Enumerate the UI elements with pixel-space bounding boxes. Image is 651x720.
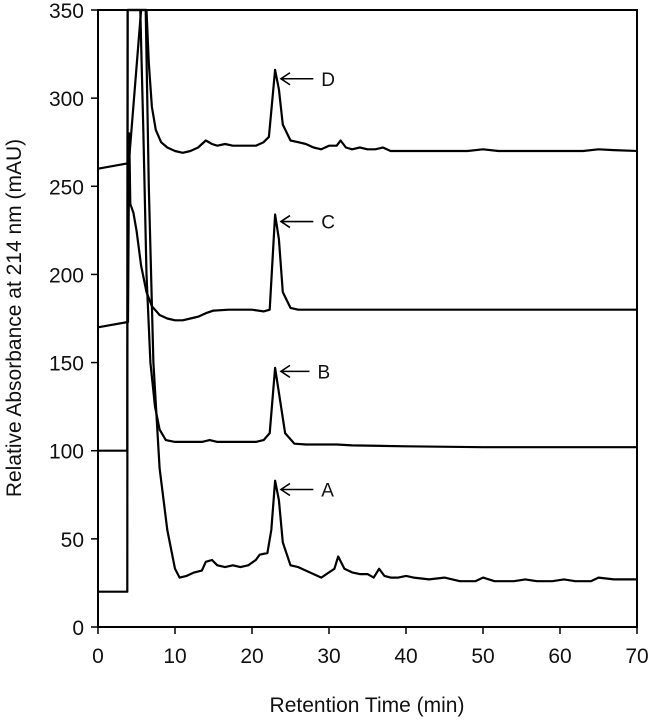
y-tick-label: 200 xyxy=(49,264,84,287)
y-axis-ticks: 0 50 100 150 200 250 300 350 xyxy=(49,0,98,640)
x-tick-label: 20 xyxy=(240,645,263,668)
y-tick-label: 150 xyxy=(49,353,84,376)
x-tick-label: 30 xyxy=(317,645,340,668)
peak-label-a: A xyxy=(321,480,334,501)
arrow-head-icon xyxy=(279,72,291,86)
chromatogram-traces xyxy=(97,8,638,593)
plot-border xyxy=(97,9,638,628)
x-tick-label: 60 xyxy=(548,645,571,668)
peak-annotations: A B C D xyxy=(279,70,335,501)
x-tick-label: 10 xyxy=(163,645,186,668)
y-axis-title: Relative Absorbance at 214 nm (mAU) xyxy=(3,139,26,497)
peak-label-b: B xyxy=(317,362,330,383)
y-tick-label: 250 xyxy=(49,176,84,199)
peak-label-d: D xyxy=(321,70,335,91)
plot-frame xyxy=(97,9,638,628)
x-tick-label: 0 xyxy=(92,645,104,668)
x-axis-title: Retention Time (min) xyxy=(270,694,465,717)
x-tick-label: 50 xyxy=(471,645,494,668)
trace-b xyxy=(98,8,637,452)
trace-d xyxy=(97,8,638,170)
arrow-head-icon xyxy=(279,214,291,229)
x-axis-ticks: 0 10 20 30 40 50 60 70 xyxy=(92,627,649,668)
x-tick-label: 40 xyxy=(394,645,417,668)
x-tick-label: 70 xyxy=(625,645,648,668)
y-tick-label: 100 xyxy=(49,441,84,464)
y-tick-label: 300 xyxy=(49,88,84,111)
trace-a xyxy=(98,8,637,593)
y-tick-label: 350 xyxy=(49,0,84,23)
y-tick-label: 0 xyxy=(72,617,84,640)
y-tick-label: 50 xyxy=(61,529,84,552)
arrow-head-icon xyxy=(279,364,291,379)
peak-label-c: C xyxy=(321,213,335,234)
arrow-head-icon xyxy=(279,482,291,497)
trace-c xyxy=(97,132,637,329)
